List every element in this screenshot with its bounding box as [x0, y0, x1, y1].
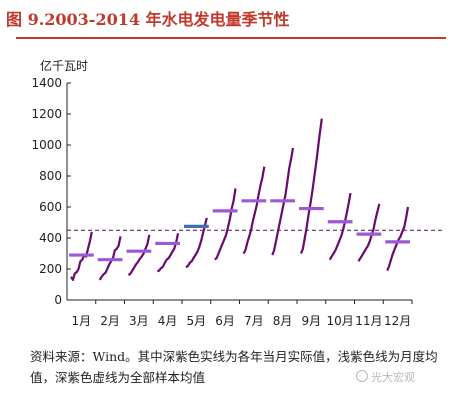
monthly-actual-line: [156, 233, 180, 273]
y-tick-label: 1400: [31, 76, 62, 90]
y-tick-label: 400: [39, 231, 62, 245]
x-tick-label: 8月: [273, 314, 293, 328]
watermark: 光大宏观: [356, 369, 415, 385]
title-rule: [16, 37, 446, 39]
monthly-actual-line: [127, 234, 151, 277]
watermark-text: 光大宏观: [371, 371, 415, 384]
watermark-logo-icon: [356, 370, 368, 382]
monthly-actual-line: [328, 192, 352, 261]
y-tick-label: 1000: [31, 138, 62, 152]
x-tick-label: 7月: [244, 314, 264, 328]
x-tick-label: 11月: [355, 314, 382, 328]
monthly-actual-line: [98, 236, 122, 281]
y-unit-label: 亿千瓦时: [40, 58, 88, 73]
y-tick-label: 0: [54, 293, 62, 307]
monthly-actual-line: [299, 118, 323, 254]
x-tick-label: 4月: [158, 314, 178, 328]
monthly-actual-line: [271, 147, 295, 256]
line-chart: 亿千瓦时 0 200 400 600 800 1000 1200 1400 1月 2月 3月 4月 5月 6…: [31, 58, 442, 328]
monthly-actual-line: [70, 231, 93, 281]
y-tick-label: 800: [39, 169, 62, 183]
x-tick-label: 3月: [129, 314, 149, 328]
chart-title: 图 9.2003-2014 年水电发电量季节性: [6, 10, 290, 29]
x-tick-label: 5月: [187, 314, 207, 328]
series: [67, 118, 442, 281]
x-tick-label: 2月: [100, 314, 120, 328]
y-tick-label: 200: [39, 262, 62, 276]
source-note: 资料来源：Wind。其中深紫色实线为各年当月实际值，浅紫色线为月度均值，深紫色虚…: [30, 349, 438, 385]
x-tick-label: 12月: [384, 314, 411, 328]
y-tick-label: 1200: [31, 107, 62, 121]
monthly-actual-line: [386, 206, 410, 271]
monthly-actual-line: [214, 188, 237, 261]
monthly-actual-line: [357, 203, 381, 262]
x-tick-label: 10月: [326, 314, 353, 328]
y-tick-label: 600: [39, 200, 62, 214]
monthly-actual-line: [185, 217, 208, 269]
monthly-actual-line: [242, 166, 266, 255]
x-tick-label: 9月: [302, 314, 322, 328]
axes: 亿千瓦时 0 200 400 600 800 1000 1200 1400 1月 2月 3月 4月 5月 6…: [31, 58, 413, 328]
x-tick-label: 6月: [215, 314, 235, 328]
x-tick-label: 1月: [72, 314, 92, 328]
